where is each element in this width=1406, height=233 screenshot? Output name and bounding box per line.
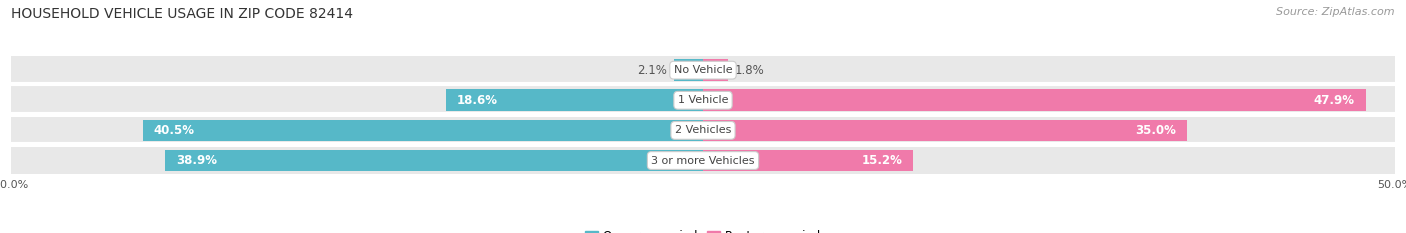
Text: 1 Vehicle: 1 Vehicle [678, 95, 728, 105]
Text: 15.2%: 15.2% [862, 154, 903, 167]
Bar [11, 116, 703, 144]
Bar [703, 56, 1395, 84]
Bar [703, 116, 1395, 144]
Text: 18.6%: 18.6% [457, 94, 498, 107]
Text: HOUSEHOLD VEHICLE USAGE IN ZIP CODE 82414: HOUSEHOLD VEHICLE USAGE IN ZIP CODE 8241… [11, 7, 353, 21]
Text: 38.9%: 38.9% [176, 154, 217, 167]
Text: 2 Vehicles: 2 Vehicles [675, 125, 731, 135]
Text: No Vehicle: No Vehicle [673, 65, 733, 75]
Bar [165, 150, 703, 171]
Bar [446, 89, 703, 111]
Bar [703, 89, 1365, 111]
Text: 35.0%: 35.0% [1135, 124, 1177, 137]
Legend: Owner-occupied, Renter-occupied: Owner-occupied, Renter-occupied [579, 225, 827, 233]
Bar [703, 59, 728, 81]
Bar [703, 150, 914, 171]
Bar [703, 147, 1395, 174]
Text: 3 or more Vehicles: 3 or more Vehicles [651, 155, 755, 165]
Bar [142, 120, 703, 141]
Bar [703, 120, 1187, 141]
Bar [11, 147, 703, 174]
Text: Source: ZipAtlas.com: Source: ZipAtlas.com [1277, 7, 1395, 17]
Text: 1.8%: 1.8% [735, 64, 765, 77]
Text: 40.5%: 40.5% [153, 124, 195, 137]
Bar [673, 59, 703, 81]
Bar [11, 86, 703, 114]
Bar [703, 86, 1395, 114]
Bar [11, 56, 703, 84]
Text: 47.9%: 47.9% [1313, 94, 1354, 107]
Text: 2.1%: 2.1% [637, 64, 666, 77]
